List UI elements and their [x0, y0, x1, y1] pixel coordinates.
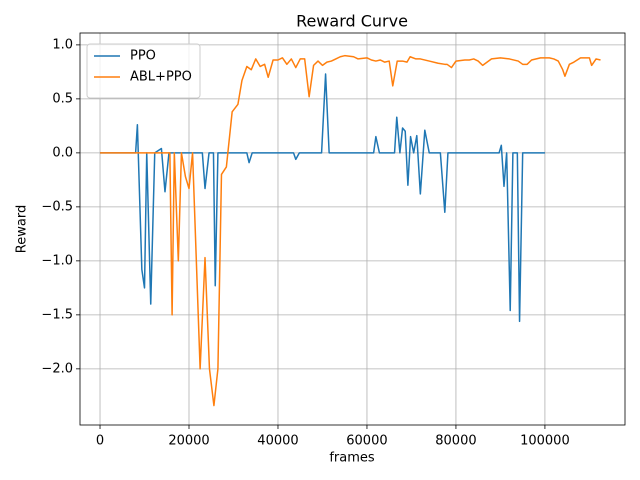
legend-label: ABL+PPO: [130, 70, 192, 85]
x-axis-label: frames: [329, 451, 375, 466]
legend: PPO ABL+PPO: [86, 43, 201, 99]
y-tick-label: −1.5: [41, 307, 73, 322]
x-tick-label: 20000: [168, 434, 209, 449]
x-tick-label: 60000: [346, 434, 387, 449]
y-axis-label: Reward: [15, 205, 30, 253]
legend-box: [86, 43, 201, 99]
x-tick-label: 40000: [257, 434, 298, 449]
x-tick-label: 100000: [520, 434, 570, 449]
y-tick-label: 0.5: [52, 91, 73, 106]
y-tick-label: −0.5: [41, 199, 73, 214]
x-tick-label: 80000: [435, 434, 476, 449]
y-tick-label: 1.0: [52, 37, 73, 52]
series-line: [100, 54, 601, 407]
chart-title: Reward Curve: [296, 12, 408, 31]
y-tick-label: −1.0: [41, 253, 73, 268]
y-tick-label: −2.0: [41, 361, 73, 376]
x-tick-label: 0: [96, 434, 104, 449]
series-line: [100, 73, 545, 323]
axes-frame: [79, 32, 626, 426]
y-tick-label: 0.0: [52, 145, 73, 160]
legend-label: PPO: [130, 49, 156, 64]
